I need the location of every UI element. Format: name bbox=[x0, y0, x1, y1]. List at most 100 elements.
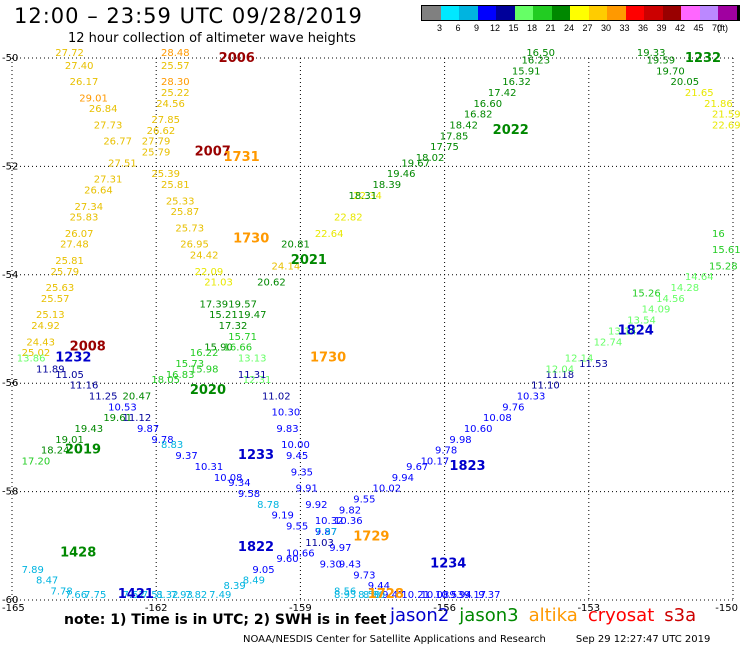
wave-height-label: 25.79 bbox=[142, 148, 171, 159]
y-tick-label: -52 bbox=[2, 161, 18, 172]
wave-height-label: 19.47 bbox=[238, 310, 267, 321]
wave-height-label: 10.30 bbox=[272, 408, 301, 419]
wave-height-label: 8.93 bbox=[334, 590, 356, 601]
wave-height-label: 26.64 bbox=[84, 186, 113, 197]
wave-height-label: 9.87 bbox=[137, 424, 159, 435]
wave-height-label: 15.91 bbox=[512, 66, 541, 77]
wave-height-label: 11.25 bbox=[89, 391, 118, 402]
wave-height-label: 10.32 bbox=[315, 516, 344, 527]
wave-height-label: 26.84 bbox=[89, 104, 118, 115]
wave-height-label: 10.36 bbox=[334, 516, 363, 527]
wave-height-label: 26.17 bbox=[70, 77, 99, 88]
legend-swatches bbox=[421, 5, 740, 21]
wave-height-label: 10.02 bbox=[373, 484, 402, 495]
y-tick-label: -50 bbox=[2, 53, 18, 64]
wave-height-label: 9.97 bbox=[329, 543, 351, 554]
wave-height-label: 8.32 bbox=[156, 590, 178, 601]
wave-height-label: 12.14 bbox=[565, 354, 594, 365]
y-tick-label: -58 bbox=[2, 487, 18, 498]
time-label: 2022 bbox=[493, 123, 529, 138]
time-label: 1730 bbox=[233, 231, 269, 246]
wave-height-label: 22.69 bbox=[712, 120, 740, 131]
color-scale-legend: (ft) 3 6 9 12 15 18 21 24 27 30 33 36 39 42 45 70 bbox=[421, 5, 740, 35]
wave-height-label: 25.57 bbox=[161, 61, 190, 72]
wave-height-label: 8.56 bbox=[334, 587, 356, 598]
wave-height-label: 24.14 bbox=[272, 261, 301, 272]
wave-height-label: 10.53 bbox=[108, 402, 137, 413]
legend-swatch bbox=[533, 6, 552, 20]
axis-ticks: -165 -162 -159 -156 -153 -150 -50 -52 -54 -56 -58 -… bbox=[2, 53, 738, 614]
wave-height-label: 9.37 bbox=[478, 590, 500, 601]
wave-height-label: 9.92 bbox=[305, 500, 327, 511]
wave-height-label: 10.66 bbox=[286, 549, 315, 560]
wave-height-label: 19.67 bbox=[401, 158, 430, 169]
page-title: 12:00 – 23:59 UTC 09/28/2019 bbox=[14, 4, 363, 28]
legend-label: 70 bbox=[711, 23, 723, 33]
wave-height-label: 9.05 bbox=[252, 565, 274, 576]
legend-label: 27 bbox=[582, 23, 593, 33]
wave-height-label: 8.39 bbox=[223, 581, 245, 592]
wave-height-label: 9.87 bbox=[315, 527, 337, 538]
wave-height-label: 19.46 bbox=[387, 169, 416, 180]
wave-height-label: 11.02 bbox=[262, 391, 291, 402]
wave-height-label: 25.81 bbox=[55, 256, 84, 267]
wave-height-label: 19.43 bbox=[74, 424, 103, 435]
wave-height-label: 27.40 bbox=[65, 61, 94, 72]
note-text: note: 1) Time is in UTC; 2) SWH is in fe… bbox=[64, 612, 387, 628]
legend-label: 42 bbox=[674, 23, 686, 33]
wave-height-label: 20.81 bbox=[281, 240, 310, 251]
wave-height-label: 9.94 bbox=[449, 590, 471, 601]
wave-height-label: 25.39 bbox=[151, 169, 180, 180]
legend-swatch bbox=[551, 6, 570, 20]
wave-height-label: 28.48 bbox=[161, 48, 190, 59]
time-label: 2008 bbox=[70, 340, 106, 355]
legend-swatch bbox=[718, 6, 737, 20]
wave-height-label: 22.64 bbox=[315, 229, 344, 240]
wave-height-label: 8.80 bbox=[363, 590, 385, 601]
wave-height-label: 25.79 bbox=[50, 267, 79, 278]
wave-height-label: 22.34 bbox=[353, 191, 382, 202]
legend-swatch bbox=[662, 6, 681, 20]
wave-height-label: 9.98 bbox=[449, 435, 471, 446]
legend-swatch bbox=[607, 6, 626, 20]
wave-height-label: 25.02 bbox=[22, 348, 51, 359]
wave-height-label: 15.61 bbox=[712, 245, 740, 256]
wave-height-label: 27.85 bbox=[151, 115, 180, 126]
wave-height-label: 7.97 bbox=[315, 527, 337, 538]
legend-label: 24 bbox=[563, 23, 575, 33]
satellite-label: jason3 bbox=[459, 605, 519, 626]
wave-height-label: 9.58 bbox=[238, 489, 260, 500]
wave-height-label: 11.03 bbox=[305, 538, 334, 549]
time-label: 1822 bbox=[238, 540, 274, 555]
footer: NOAA/NESDIS Center for Satellite Applica… bbox=[243, 634, 710, 645]
legend-label: 6 bbox=[455, 23, 461, 33]
legend-swatch bbox=[570, 6, 589, 20]
wave-height-label: 28.30 bbox=[161, 77, 190, 88]
wave-height-label: 14.64 bbox=[685, 272, 714, 283]
wave-height-label: 16.32 bbox=[502, 77, 531, 88]
wave-height-label: 16.23 bbox=[522, 55, 551, 66]
y-tick-label: -56 bbox=[2, 378, 18, 389]
wave-height-label: 24.92 bbox=[31, 321, 60, 332]
wave-height-label: 27.31 bbox=[94, 175, 123, 186]
footer-timestamp: Sep 29 12:27:47 UTC 2019 bbox=[575, 634, 711, 645]
wave-height-label: 9.55 bbox=[353, 494, 375, 505]
wave-height-label: 15.28 bbox=[709, 261, 738, 272]
legend-label: 21 bbox=[545, 23, 556, 33]
time-label: 1233 bbox=[238, 448, 274, 463]
wave-height-label: 18.24 bbox=[41, 446, 70, 457]
wave-height-label: 20.62 bbox=[257, 278, 286, 289]
wave-height-label: 9.34 bbox=[228, 478, 250, 489]
wave-height-label: 13.86 bbox=[17, 354, 46, 365]
legend-swatch bbox=[644, 6, 663, 20]
wave-height-label: 12.04 bbox=[546, 364, 575, 375]
wave-height-label: 15.73 bbox=[175, 359, 204, 370]
legend-swatch bbox=[588, 6, 607, 20]
legend-label: 39 bbox=[656, 23, 667, 33]
wave-height-label: 21.03 bbox=[204, 278, 233, 289]
wave-height-label: 15.71 bbox=[228, 332, 257, 343]
x-tick-label: -153 bbox=[577, 603, 600, 614]
wave-height-label: 25.57 bbox=[41, 294, 70, 305]
legend-label: 45 bbox=[693, 23, 704, 33]
wave-height-label: 25.13 bbox=[36, 310, 65, 321]
